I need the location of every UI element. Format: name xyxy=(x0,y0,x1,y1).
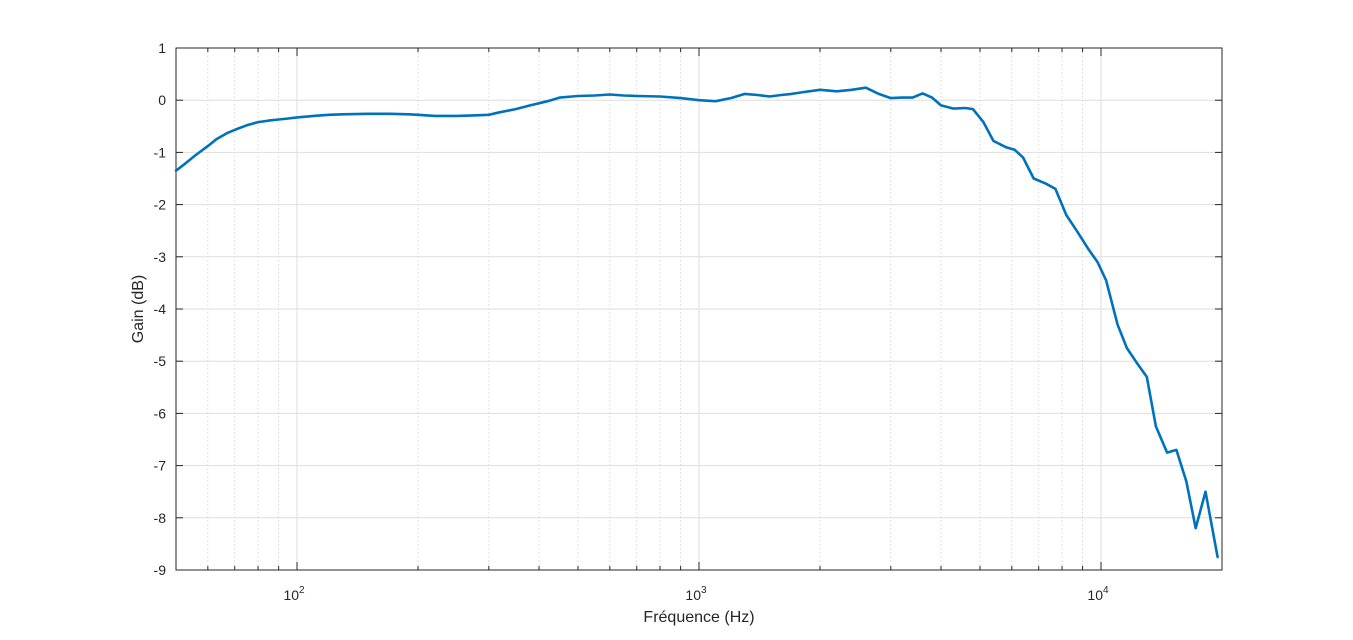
y-axis-label: Gain (dB) xyxy=(130,275,147,343)
y-tick-label: -4 xyxy=(154,301,167,317)
y-tick-label: -3 xyxy=(154,249,167,265)
y-tick-label: -7 xyxy=(154,458,167,474)
x-axis-label: Fréquence (Hz) xyxy=(643,609,754,626)
x-tick-label: 102 xyxy=(283,585,305,603)
x-tick-label: 103 xyxy=(685,585,707,603)
y-tick-label: -1 xyxy=(154,144,167,160)
series-group xyxy=(174,86,1219,559)
series-line xyxy=(174,86,1219,559)
y-axis-ticks: 1 0 -1 -2 -3 -4 -5 -6 -7 -8 -9 xyxy=(154,40,1222,578)
y-tick-label: -6 xyxy=(154,405,167,421)
x-axis-ticks: 102 103 104 xyxy=(207,48,1109,603)
y-tick-label: 0 xyxy=(158,92,166,108)
y-tick-label: 1 xyxy=(158,40,166,56)
y-tick-label: -8 xyxy=(154,510,167,526)
x-tick-label: 104 xyxy=(1087,585,1109,603)
y-tick-label: -9 xyxy=(154,562,167,578)
y-tick-label: -5 xyxy=(154,353,167,369)
y-tick-label: -2 xyxy=(154,197,167,213)
